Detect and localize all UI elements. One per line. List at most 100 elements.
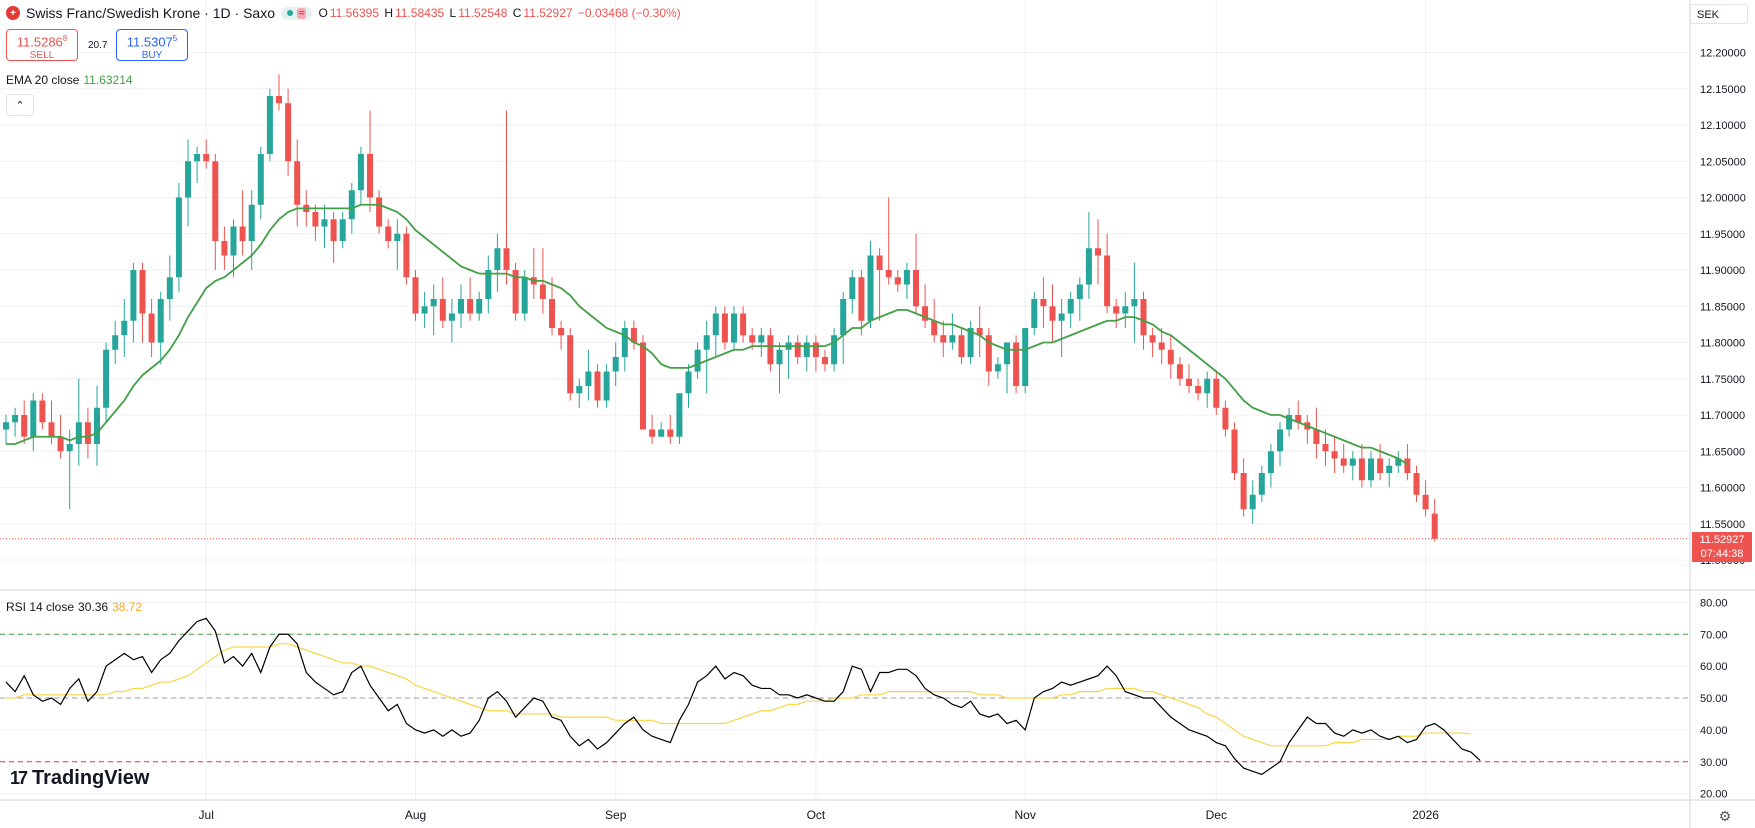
bar-countdown: 07:44:38 (1700, 548, 1744, 560)
candle-body (203, 154, 210, 162)
collapse-legend-button[interactable]: ⌃ (6, 94, 34, 116)
candle-body (339, 219, 346, 241)
price-tick-label: 11.55000 (1700, 519, 1745, 531)
candle-body (594, 371, 601, 401)
candle-body (1340, 458, 1347, 466)
x-tick-label: Nov (1015, 808, 1036, 822)
price-tick-label: 12.20000 (1700, 48, 1746, 60)
open-value: 11.56395 (329, 6, 379, 20)
candle-body (1167, 349, 1174, 365)
candle-body (348, 190, 355, 220)
candle-body (39, 400, 46, 423)
swiss-flag-icon: + (6, 6, 20, 20)
candle-body (1176, 364, 1183, 379)
rsi-legend[interactable]: RSI 14 close 30.36 38.72 (6, 600, 142, 614)
candle-body (1058, 313, 1065, 321)
candle-body (740, 313, 747, 336)
candle-body (476, 299, 483, 314)
ema-label: EMA 20 close (6, 73, 80, 87)
last-price: 11.52927 (1699, 534, 1745, 546)
candle-body (903, 270, 910, 285)
candle-body (967, 328, 974, 357)
candle-body (1186, 378, 1192, 386)
candle-body (503, 248, 510, 270)
candle-body (1204, 378, 1211, 394)
price-tick-label: 11.80000 (1700, 338, 1745, 350)
candle-body (1349, 458, 1356, 466)
settings-gear-icon[interactable]: ⚙ (1718, 808, 1732, 824)
candle-body (467, 299, 474, 314)
rsi-tick-label: 30.00 (1700, 757, 1728, 769)
sell-button[interactable]: 11.52868 SELL (6, 29, 78, 61)
candle-body (1368, 458, 1374, 481)
x-tick-label: Sep (605, 808, 627, 822)
candle-body (1331, 451, 1338, 459)
rsi-tick-label: 40.00 (1700, 725, 1728, 737)
candle-body (894, 277, 901, 285)
candle-body (803, 342, 810, 357)
candle-body (676, 393, 683, 437)
candle-body (376, 197, 383, 227)
close-value: 11.52927 (523, 6, 573, 20)
candle-body (549, 299, 555, 328)
candle-body (1431, 513, 1438, 539)
candle-body (876, 255, 883, 270)
rsi-ma-value: 38.72 (112, 600, 143, 614)
tradingview-logo[interactable]: 17 TradingView (10, 767, 149, 790)
symbol-legend[interactable]: + Swiss Franc/Swedish Krone · 1D · Saxo … (6, 5, 683, 21)
candle-body (949, 335, 956, 343)
candle-body (257, 154, 264, 205)
candle-body (621, 328, 628, 357)
candle-body (630, 328, 637, 343)
x-tick-label: Oct (807, 808, 826, 822)
candle-body (521, 277, 528, 314)
ema20-line (6, 203, 1408, 465)
currency-selector[interactable]: SEK (1690, 4, 1748, 24)
price-tick-label: 12.00000 (1700, 193, 1746, 205)
candle-body (1195, 386, 1202, 394)
candle-body (448, 313, 455, 321)
candle-body (1140, 299, 1147, 336)
candle-body (831, 335, 838, 365)
candle-body (30, 400, 37, 437)
ema-legend[interactable]: EMA 20 close 11.63214 (6, 73, 133, 87)
candle-body (867, 255, 874, 321)
ohlc-values: O 11.56395 H 11.58435 L 11.52548 C 11.52927 … (318, 6, 681, 20)
low-value: 11.52548 (458, 6, 508, 20)
rsi-pane (0, 617, 1690, 776)
x-tick-label: Jul (199, 808, 214, 822)
candle-body (585, 371, 592, 386)
buy-button[interactable]: 11.53075 BUY (116, 29, 188, 61)
currency-label: SEK (1697, 9, 1720, 21)
candle-body (194, 154, 201, 162)
candle-body (731, 313, 737, 343)
candle-body (694, 349, 701, 372)
candle-body (1267, 451, 1274, 473)
candle-body (21, 415, 28, 437)
candle-body (1413, 473, 1420, 495)
candle-body (421, 306, 428, 314)
ema-line (6, 203, 1408, 465)
candle-body (458, 299, 464, 314)
candle-body (758, 335, 765, 343)
candle-body (1277, 429, 1283, 452)
candle-body (985, 335, 992, 372)
candle-body (276, 96, 282, 104)
chevron-up-icon: ⌃ (15, 99, 25, 112)
candle-body (1113, 306, 1120, 314)
tradingview-mark-icon: 17 (10, 768, 28, 788)
candle-body (512, 270, 519, 314)
candle-body (576, 386, 583, 394)
candle-body (1040, 299, 1047, 307)
candle-body (112, 335, 119, 350)
candle-body (357, 154, 364, 191)
status-pill[interactable]: ≈ (280, 6, 313, 20)
candle-body (494, 248, 501, 270)
candle-body (1313, 429, 1320, 444)
last-price-tag: 11.52927 07:44:38 (1692, 532, 1752, 562)
candle-body (658, 429, 665, 437)
ema-value: 11.63214 (83, 73, 133, 87)
x-tick-label: 2026 (1412, 808, 1439, 822)
